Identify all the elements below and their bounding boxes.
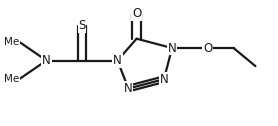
Text: Me: Me	[4, 37, 19, 47]
Text: N: N	[42, 54, 51, 67]
Text: O: O	[203, 42, 212, 55]
Text: N: N	[160, 73, 168, 86]
Text: N: N	[124, 82, 133, 95]
Text: O: O	[132, 7, 141, 20]
Text: S: S	[78, 19, 86, 32]
Text: N: N	[168, 42, 177, 55]
Text: Me: Me	[4, 74, 19, 84]
Text: N: N	[113, 54, 122, 67]
